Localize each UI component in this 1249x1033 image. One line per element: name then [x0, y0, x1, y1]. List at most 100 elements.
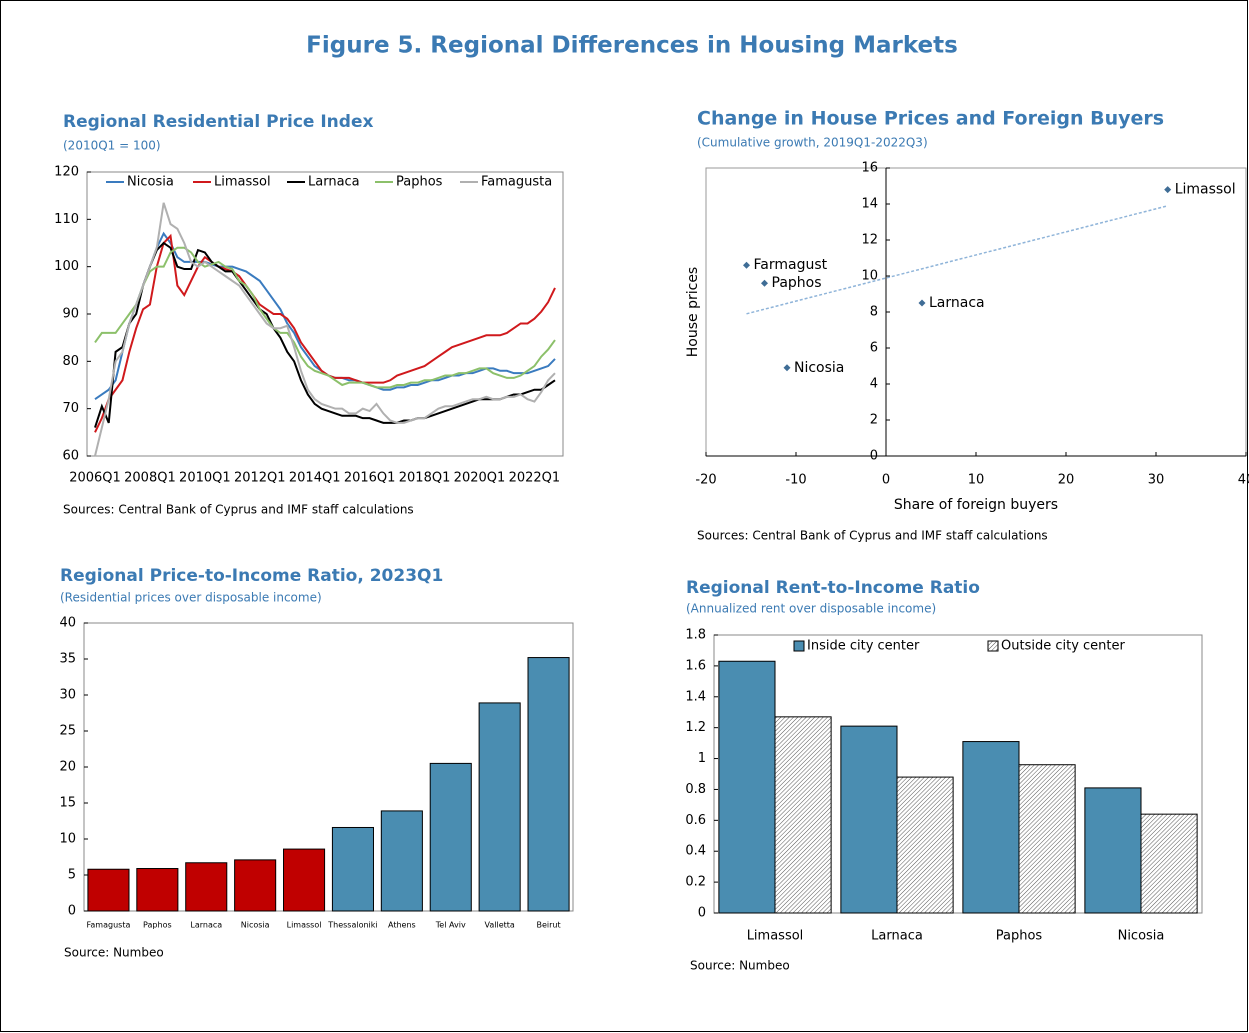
y-tick-label: 1 [698, 751, 706, 766]
y-axis-label: House prices [685, 267, 701, 357]
plot-frame [86, 171, 564, 457]
legend-swatch [987, 640, 999, 652]
y-tick-label: 100 [54, 259, 79, 274]
scatter-point [743, 261, 750, 269]
y-tick-label: 0 [68, 904, 76, 919]
bar [185, 862, 228, 912]
scatter-point [1164, 186, 1172, 194]
x-tick-label: Valletta [485, 921, 515, 930]
bar [840, 725, 898, 914]
y-tick-label: 30 [59, 688, 76, 703]
bar [962, 741, 1020, 914]
x-tick-label: 40 [1238, 473, 1249, 488]
legend-label: Inside city center [807, 639, 920, 654]
x-tick-label: 2014Q1 [289, 471, 341, 486]
y-tick-label: 5 [68, 868, 76, 883]
y-tick-label: 1.4 [685, 689, 706, 704]
y-tick-label: 25 [59, 724, 76, 739]
point-label: Limassol [1175, 182, 1236, 198]
legend-label: Limassol [214, 175, 271, 190]
y-tick-label: 35 [59, 652, 76, 667]
x-tick-label: Larnaca [871, 929, 923, 944]
y-tick-label: 1.6 [685, 658, 706, 673]
x-tick-label: Limassol [287, 921, 322, 930]
scatter-point [918, 299, 926, 307]
x-tick-label: Beirut [536, 921, 560, 930]
y-tick-label: 16 [861, 161, 878, 176]
bar [136, 868, 179, 912]
y-tick-label: 8 [870, 305, 878, 320]
x-tick-label: 2016Q1 [344, 471, 396, 486]
point-label: Nicosia [794, 360, 844, 376]
bar [331, 826, 374, 912]
x-tick-label: Paphos [996, 929, 1043, 944]
x-tick-label: 20 [1058, 473, 1075, 488]
legend-label: Larnaca [308, 175, 360, 190]
x-tick-label: -10 [785, 473, 806, 488]
x-tick-label: Nicosia [241, 921, 270, 930]
y-tick-label: 6 [870, 341, 878, 356]
source-note: Source: Numbeo [690, 959, 790, 973]
x-tick-label: 2020Q1 [454, 471, 506, 486]
x-tick-label: Thessaloniki [327, 921, 377, 930]
source-note: Sources: Central Bank of Cyprus and IMF … [63, 503, 414, 517]
y-tick-label: 0 [698, 906, 706, 921]
source-note: Sources: Central Bank of Cyprus and IMF … [697, 529, 1048, 543]
scatter-point [783, 364, 791, 372]
x-axis-label: Share of foreign buyers [894, 497, 1058, 513]
y-tick-label: 70 [62, 401, 79, 416]
y-tick-label: 12 [861, 233, 878, 248]
y-tick-label: 0.6 [685, 813, 706, 828]
legend-label: Famagusta [481, 175, 552, 190]
y-tick-label: 1.2 [685, 720, 706, 735]
y-tick-label: 1.8 [685, 628, 706, 643]
y-tick-label: 10 [59, 832, 76, 847]
point-label: Farmagust [754, 257, 828, 273]
y-tick-label: 10 [861, 269, 878, 284]
bar [527, 657, 570, 912]
x-tick-label: 2006Q1 [69, 471, 121, 486]
bar [478, 702, 521, 912]
point-label: Paphos [772, 275, 822, 291]
x-tick-label: Athens [388, 921, 416, 930]
x-tick-label: 0 [882, 473, 890, 488]
bar [283, 848, 326, 912]
bar [429, 762, 472, 912]
y-tick-label: 0.4 [685, 844, 706, 859]
x-tick-label: 2012Q1 [234, 471, 286, 486]
source-note: Source: Numbeo [64, 946, 164, 960]
y-tick-label: 2 [870, 413, 878, 428]
x-tick-label: 2022Q1 [509, 471, 561, 486]
y-tick-label: 40 [59, 616, 76, 631]
x-tick-label: Tel Aviv [435, 921, 466, 930]
series-line [94, 246, 556, 389]
series-line [94, 202, 556, 457]
y-tick-label: 60 [62, 449, 79, 464]
chart-subtitle: (Cumulative growth, 2019Q1-2022Q3) [697, 136, 928, 150]
x-tick-label: 30 [1148, 473, 1165, 488]
x-tick-label: Famagusta [87, 921, 131, 930]
x-tick-label: 2008Q1 [124, 471, 176, 486]
y-tick-label: 4 [870, 377, 878, 392]
chart-title: Regional Rent-to-Income Ratio [686, 578, 980, 598]
bar [1084, 787, 1142, 914]
bar [87, 868, 130, 912]
bar [1018, 764, 1076, 914]
legend-swatch [793, 640, 805, 652]
x-tick-label: 10 [968, 473, 985, 488]
y-tick-label: 0.2 [685, 875, 706, 890]
chart-title: Change in House Prices and Foreign Buyer… [697, 108, 1164, 130]
x-tick-label: 2010Q1 [179, 471, 231, 486]
bar [896, 776, 954, 914]
chart-subtitle: (2010Q1 = 100) [63, 139, 161, 153]
y-tick-label: 120 [54, 165, 79, 180]
chart-title: Regional Price-to-Income Ratio, 2023Q1 [60, 566, 443, 586]
legend-label: Nicosia [127, 175, 174, 190]
y-tick-label: 90 [62, 307, 79, 322]
scatter-point [761, 279, 768, 287]
x-tick-label: Nicosia [1118, 929, 1165, 944]
y-tick-label: 0.8 [685, 782, 706, 797]
